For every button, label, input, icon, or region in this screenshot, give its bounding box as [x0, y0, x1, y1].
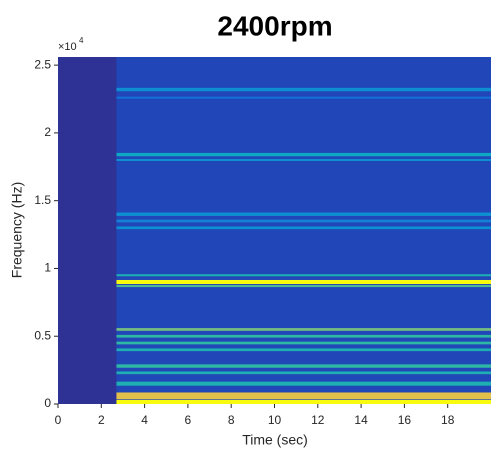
- band: [116, 334, 491, 338]
- y-axis-label: Frequency (Hz): [9, 182, 25, 278]
- chart-title: 2400rpm: [217, 10, 332, 41]
- band: [116, 364, 491, 368]
- y-multiplier: ×10: [58, 41, 77, 53]
- x-tick-label: 4: [141, 413, 148, 427]
- x-tick-label: 0: [55, 413, 62, 427]
- band: [116, 328, 491, 331]
- x-tick-label: 18: [441, 413, 455, 427]
- x-tick-label: 2: [98, 413, 105, 427]
- band: [116, 399, 491, 404]
- band: [116, 212, 491, 216]
- band: [116, 96, 491, 99]
- band: [116, 371, 491, 375]
- y-exponent: 4: [79, 36, 84, 45]
- y-tick-label: 2: [44, 125, 51, 139]
- band: [116, 285, 491, 288]
- band: [116, 226, 491, 230]
- band: [116, 152, 491, 157]
- band: [116, 392, 491, 400]
- y-tick-label: 0.5: [34, 328, 51, 342]
- x-tick-label: 12: [311, 413, 325, 427]
- x-tick-label: 8: [228, 413, 235, 427]
- signal-region: [116, 57, 491, 404]
- band: [116, 274, 491, 277]
- x-tick-label: 14: [354, 413, 368, 427]
- x-axis-label: Time (sec): [242, 432, 308, 448]
- y-tick-label: 2.5: [34, 57, 51, 71]
- x-tick-label: 6: [185, 413, 192, 427]
- y-tick-label: 1.5: [34, 193, 51, 207]
- band: [116, 219, 491, 223]
- y-tick-label: 0: [44, 396, 51, 410]
- band: [116, 348, 491, 352]
- band: [116, 279, 491, 285]
- x-tick-label: 10: [268, 413, 282, 427]
- band: [116, 381, 491, 386]
- band: [116, 158, 491, 162]
- y-tick-label: 1: [44, 261, 51, 275]
- x-tick-label: 16: [398, 413, 412, 427]
- band: [116, 87, 491, 92]
- band: [116, 341, 491, 345]
